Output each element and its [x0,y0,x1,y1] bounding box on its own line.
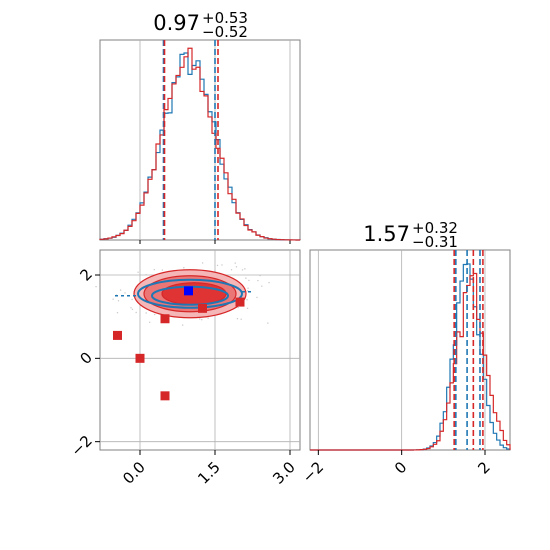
right-hist-xtick-label-2: 2 [474,458,493,477]
top-hist-title-minus: −0.52 [202,23,248,41]
joint-sample-dot [259,274,261,277]
panel-top-histogram: 0.97 +0.53 −0.52 [99,9,301,244]
joint-sample-dot [181,324,184,326]
right-hist-title-plus: +0.32 [412,219,458,237]
joint-sample-dot [183,267,185,269]
joint-sample-dot [241,269,244,271]
joint-red-square-3 [198,303,207,313]
joint-sample-dot [221,264,223,266]
top-hist-title-median: 0.97 [153,11,200,35]
joint-sample-dot [268,281,270,284]
joint-red-square-4 [235,297,245,307]
joint-sample-dot [236,318,239,320]
joint-sample-dot [261,285,263,287]
joint-ytick-label-2: 2 [76,265,95,284]
joint-sample-dot [153,268,155,271]
joint-sample-dot [256,296,258,299]
joint-xtick-label-0: 0.0 [119,458,149,488]
joint-blue-square [184,286,193,296]
joint-sample-dot [116,312,119,314]
joint-sample-dot [234,262,236,264]
joint-sample-dot [245,277,247,279]
right-hist-series [310,263,511,451]
joint-sample-dot [247,287,249,289]
joint-sample-dot [201,262,204,264]
right-hist-title-minus: −0.31 [412,233,458,251]
right-hist-quantiles [453,250,484,450]
joint-sample-dot [145,312,147,314]
joint-red-square-5 [160,391,170,401]
joint-sample-dot [230,269,233,271]
joint-sample-dot [119,289,122,291]
joint-sample-dot [246,307,249,310]
joint-red-square-2 [160,314,170,324]
joint-sample-dot [246,299,248,301]
right-hist-xtick-label-0: −2 [299,458,327,486]
joint-sample-dot [237,306,239,309]
top-hist-series [99,47,301,241]
top-hist-step-1 [99,47,301,241]
joint-sample-dot [148,321,151,323]
joint-ytick-label-1: 0 [76,348,95,367]
right-hist-title-median: 1.57 [363,222,410,246]
joint-sample-dot [117,300,120,302]
top-hist-title-plus: +0.53 [202,9,248,27]
panel-right-histogram: −2 0 2 1.57 +0.32 −0.31 [299,219,511,486]
joint-sample-dot [244,268,246,270]
right-hist-grid [317,250,486,450]
joint-sample-dot [112,298,114,300]
joint-sample-dot [207,317,209,319]
joint-sample-dot [130,307,132,309]
joint-sample-dot [199,318,201,320]
joint-contour-blue-outer [137,278,243,309]
joint-points [113,286,245,401]
right-hist-xtick-label-1: 0 [391,458,410,477]
top-hist-quantiles [162,40,219,240]
joint-xtick-label-1: 1.5 [194,458,224,488]
right-hist-ticks: −2 0 2 [299,450,494,486]
joint-sample-dot [137,271,139,273]
joint-sample-dot [201,319,203,321]
joint-sample-dot [145,274,147,276]
joint-sample-dot [267,322,269,324]
joint-sample-dot [131,308,134,311]
joint-sample-dot [161,269,164,271]
joint-sample-dot [248,279,250,282]
joint-sample-dot [95,285,97,288]
joint-sample-dot [257,279,259,282]
joint-sample-dot [154,313,156,316]
joint-red-square-0 [113,330,122,340]
joint-sample-dot [235,266,238,268]
panel-joint-contour: 0.0 1.5 3.0 −2 0 2 [68,249,301,488]
joint-red-square-1 [135,353,145,363]
joint-sample-dot [124,292,126,294]
joint-sample-dot [216,264,219,267]
joint-ytick-label-0: −2 [68,432,96,460]
joint-sample-dot [240,318,242,320]
right-hist-step-1 [310,272,511,451]
joint-sample-dot [135,311,137,314]
joint-sample-dot [131,298,133,301]
joint-xtick-label-2: 3.0 [269,458,299,488]
